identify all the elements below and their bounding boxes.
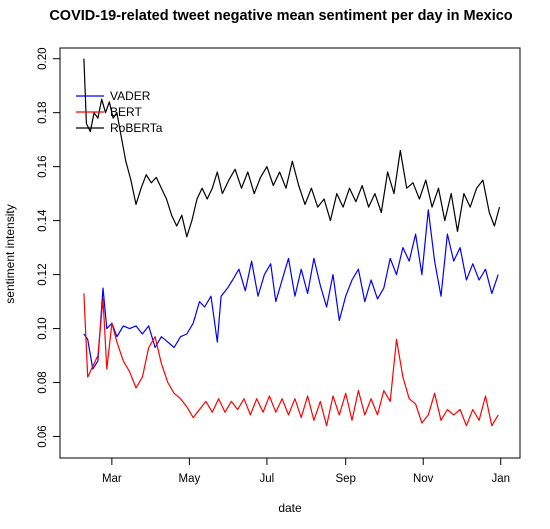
series-lines [83, 58, 501, 427]
x-tick-label: Nov [413, 473, 434, 485]
legend-label-bert: BERT [110, 105, 142, 119]
chart-title: COVID-19-related tweet negative mean sen… [49, 8, 512, 24]
legend-label-roberta: RoBERTa [110, 121, 163, 135]
x-tick-label: Mar [102, 473, 122, 485]
y-tick-label: 0.12 [37, 263, 49, 285]
legend-label-vader: VADER [110, 89, 151, 103]
y-tick-label: 0.20 [37, 48, 49, 70]
y-tick-label: 0.10 [37, 317, 49, 339]
x-axis: Mar May Jul Sep Nov Jan [102, 458, 510, 485]
y-tick-label: 0.16 [37, 155, 49, 177]
y-axis-label: sentiment intensity [3, 204, 17, 303]
plot-frame [59, 47, 521, 459]
x-tick-label: May [179, 473, 201, 485]
series-line-roberta [83, 58, 501, 238]
series-line-vader [83, 209, 499, 370]
x-tick-label: Jul [260, 473, 275, 485]
y-tick-label: 0.18 [37, 101, 49, 123]
y-axis: 0.06 0.08 0.10 0.12 0.14 0.16 0.18 0.20 [37, 48, 60, 448]
y-tick-label: 0.06 [37, 425, 49, 447]
y-tick-label: 0.14 [37, 209, 49, 232]
x-tick-label: Jan [491, 473, 510, 485]
x-axis-label: date [278, 501, 302, 515]
x-tick-label: Sep [335, 473, 355, 485]
legend: VADER BERT RoBERTa [76, 89, 163, 135]
y-tick-label: 0.08 [37, 371, 49, 393]
series-line-bert [83, 293, 499, 427]
